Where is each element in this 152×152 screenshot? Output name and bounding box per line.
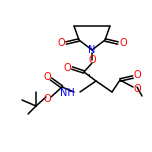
Text: O: O: [133, 84, 141, 94]
Text: O: O: [43, 94, 51, 104]
Text: ·: ·: [87, 69, 91, 83]
Text: O: O: [43, 72, 51, 82]
Text: NH: NH: [60, 88, 75, 98]
Text: O: O: [63, 63, 71, 73]
Text: O: O: [57, 38, 65, 48]
Text: O: O: [119, 38, 127, 48]
Text: N: N: [88, 45, 96, 55]
Text: O: O: [133, 70, 141, 80]
Text: O: O: [88, 55, 96, 65]
